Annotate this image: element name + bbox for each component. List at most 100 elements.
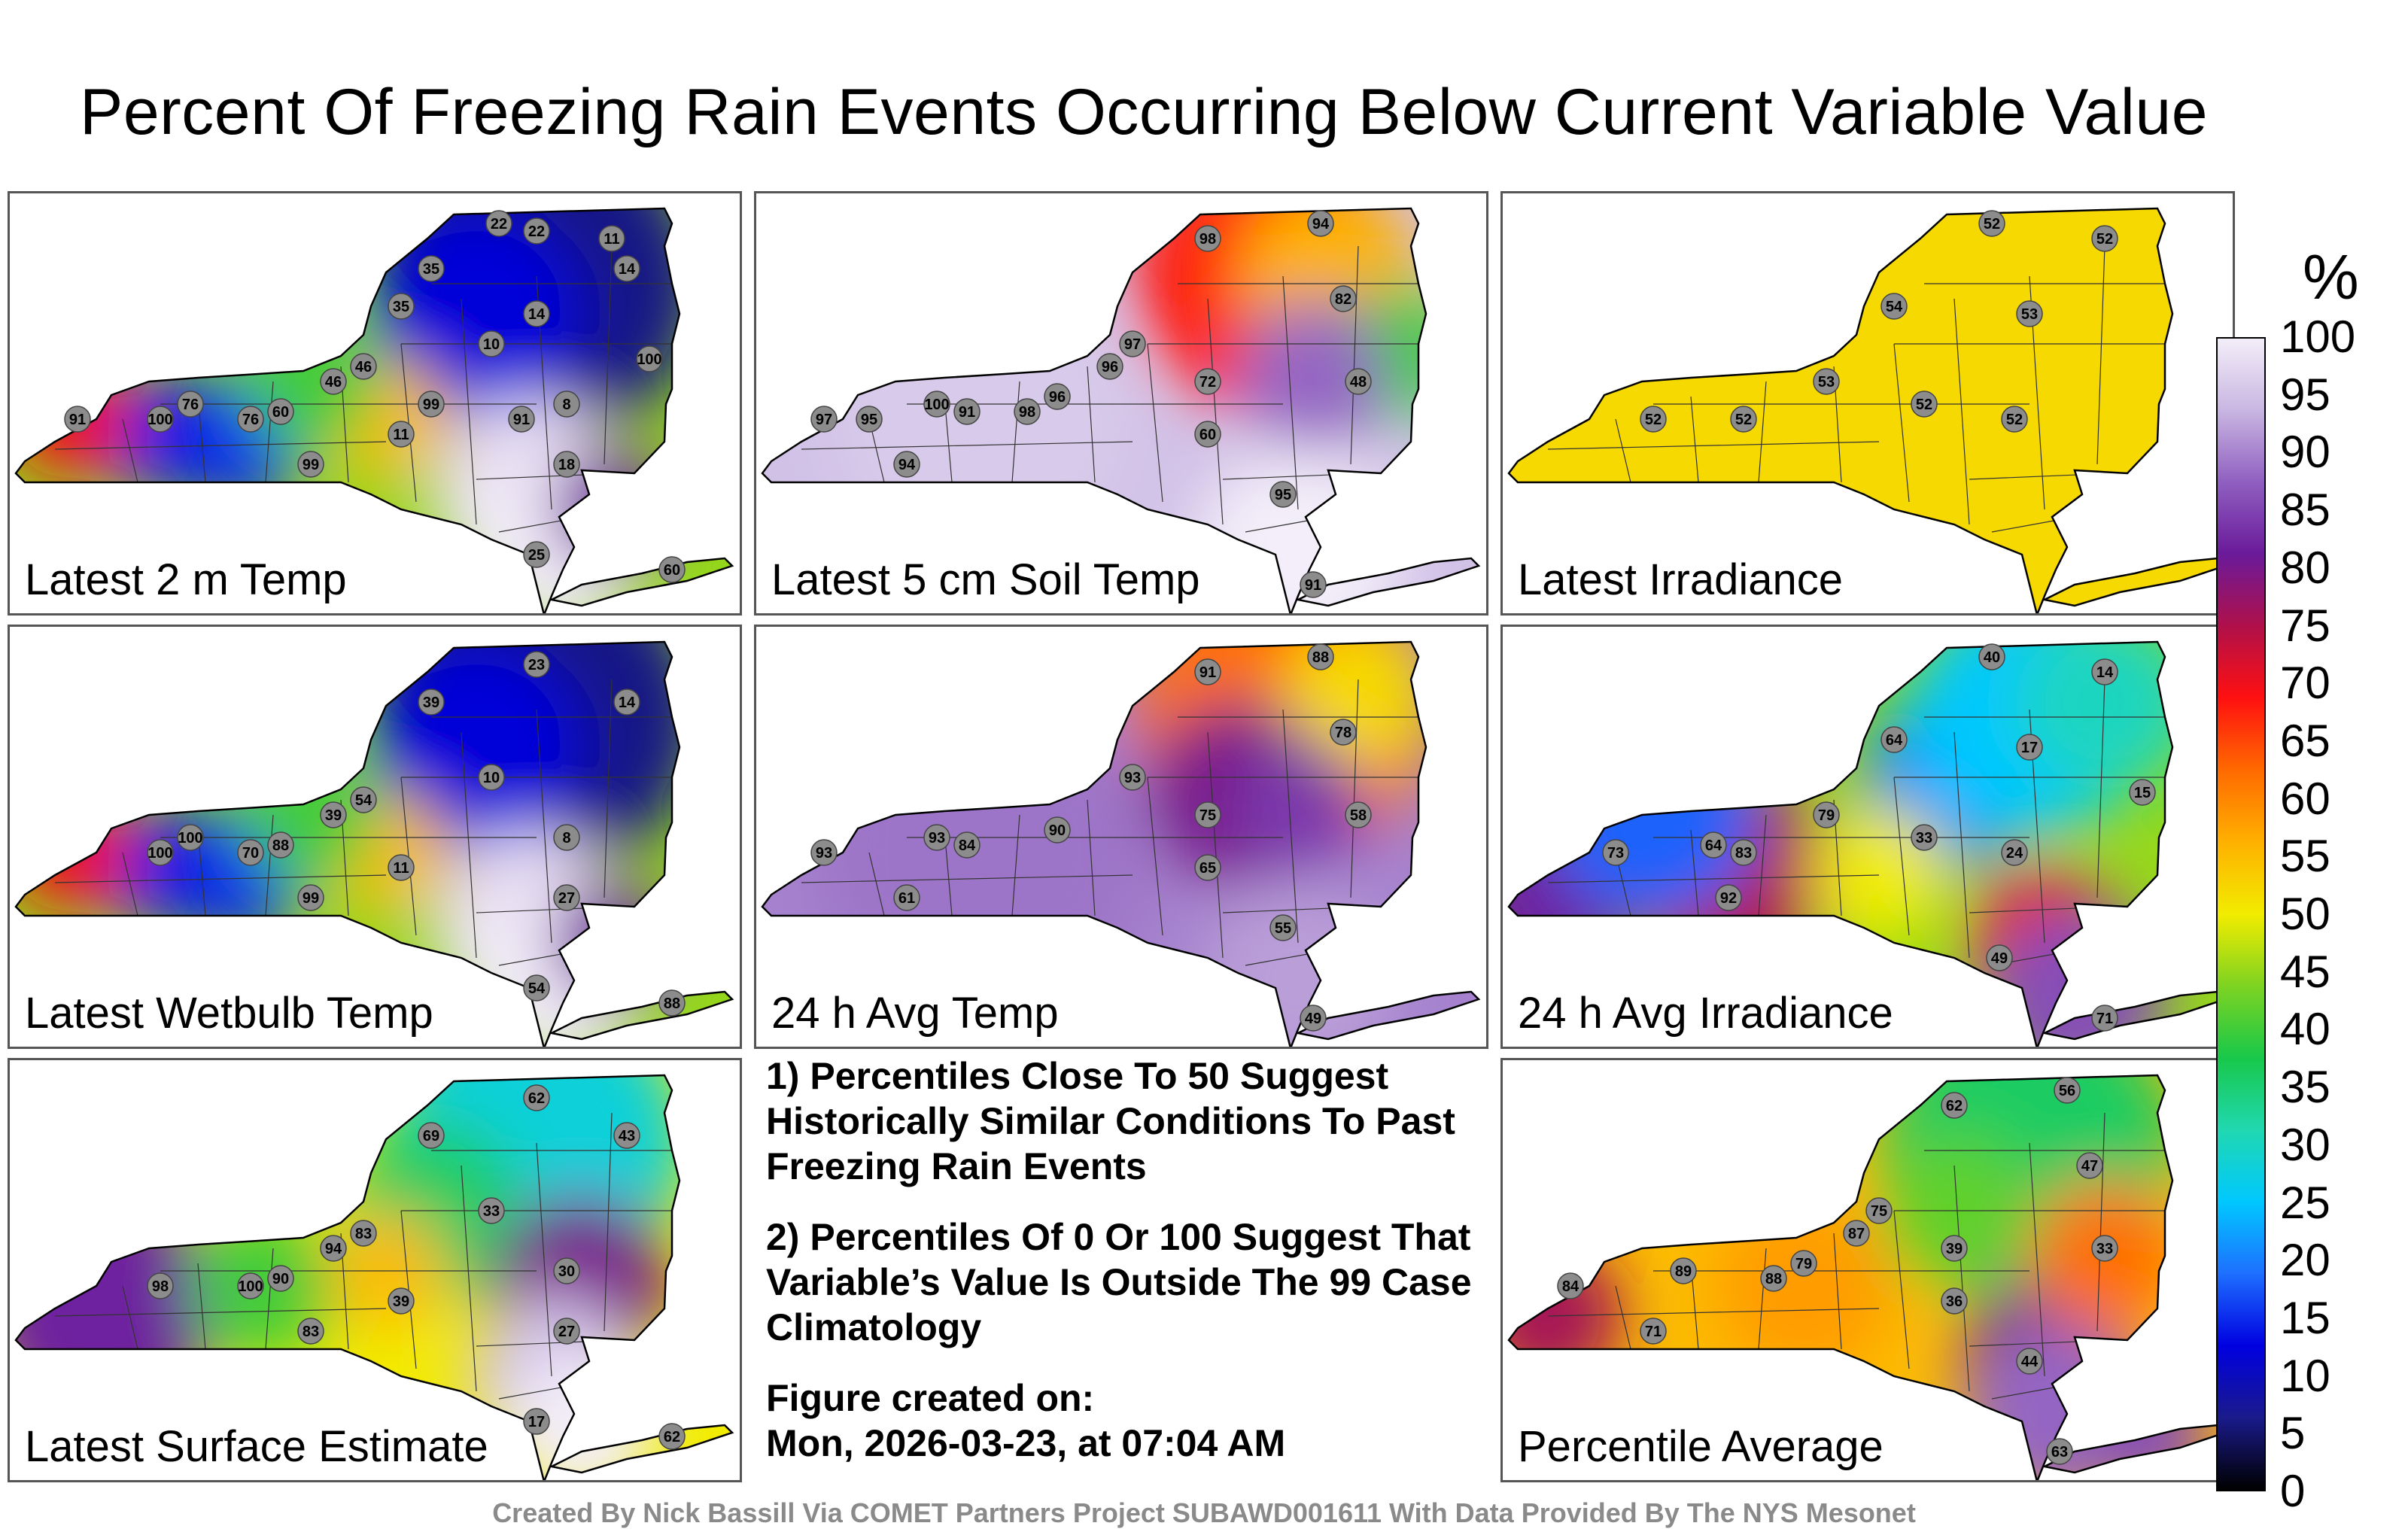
county-line: [1147, 343, 1163, 503]
svg-text:35: 35: [393, 299, 409, 315]
station-marker: 62: [658, 1423, 686, 1450]
station-marker: 90: [1044, 816, 1071, 843]
svg-text:93: 93: [816, 845, 832, 862]
county-line: [461, 298, 477, 525]
station-marker: 64: [1880, 726, 1908, 753]
station-marker: 98: [1194, 225, 1221, 252]
station-marker: 100: [923, 391, 950, 418]
svg-text:24: 24: [2006, 845, 2023, 862]
station-marker: 62: [523, 1084, 550, 1111]
svg-text:76: 76: [242, 412, 259, 428]
svg-text:83: 83: [355, 1226, 372, 1242]
panel-latest-wetbulb-temp: 100 88 54 39 23 14 10 11 8 27 54 88 99 100 70 39 Latest …: [8, 625, 742, 1049]
svg-text:95: 95: [861, 412, 877, 428]
station-marker: 35: [418, 255, 445, 282]
county-line: [1893, 1210, 1910, 1369]
svg-text:18: 18: [558, 457, 575, 473]
station-marker: 87: [1843, 1220, 1870, 1247]
svg-text:75: 75: [1199, 807, 1216, 824]
colorbar-tick: 85: [2280, 485, 2330, 536]
figure-title: Percent Of Freezing Rain Events Occurrin…: [79, 76, 2209, 148]
station-marker: 78: [1330, 719, 1357, 746]
state-outline: [14, 207, 681, 613]
svg-text:84: 84: [959, 837, 976, 854]
station-marker: 91: [1300, 571, 1327, 598]
station-marker: 88: [267, 831, 294, 859]
station-marker: 63: [2046, 1438, 2073, 1465]
svg-text:93: 93: [929, 830, 945, 847]
station-marker: 99: [418, 391, 445, 418]
station-marker: 33: [2091, 1235, 2118, 1262]
station-marker: 39: [388, 1287, 415, 1315]
svg-text:98: 98: [152, 1278, 169, 1295]
county-line: [1893, 343, 1910, 503]
svg-text:46: 46: [325, 374, 342, 391]
station-marker: 100: [237, 1272, 264, 1299]
svg-text:39: 39: [1946, 1241, 1963, 1257]
svg-text:49: 49: [1305, 1011, 1321, 1027]
station-marker: 15: [2129, 779, 2156, 806]
county-line: [1282, 275, 1299, 510]
station-marker: 94: [1307, 210, 1334, 237]
svg-text:98: 98: [1199, 231, 1216, 248]
note-1: 1) Percentiles Close To 50 Suggest Histo…: [766, 1055, 1455, 1187]
county-line: [2029, 1142, 2045, 1377]
station-marker: 88: [1760, 1265, 1787, 1292]
colorbar-tick: 15: [2280, 1292, 2330, 1343]
svg-text:88: 88: [1765, 1271, 1782, 1287]
county-line: [2096, 245, 2105, 465]
station-marker: 23: [523, 651, 550, 678]
station-marker: 49: [1986, 944, 2013, 971]
svg-text:60: 60: [1199, 427, 1216, 443]
panel-label: 24 h Avg Temp: [767, 989, 1063, 1038]
county-line: [1690, 396, 1699, 483]
station-marker: 100: [147, 839, 174, 866]
created-label: Figure created on:: [766, 1377, 1095, 1419]
station-marker: 43: [613, 1122, 640, 1149]
colorbar-tick: 70: [2280, 658, 2330, 709]
county-line: [1758, 381, 1767, 483]
station-marker: 93: [923, 824, 950, 851]
station-marker: 49: [1300, 1005, 1327, 1032]
svg-text:98: 98: [1019, 404, 1035, 421]
station-marker: 22: [485, 210, 512, 237]
county-line: [1953, 731, 1970, 959]
svg-text:52: 52: [1735, 412, 1752, 428]
svg-text:17: 17: [2021, 740, 2038, 756]
state-outline: [761, 640, 1427, 1047]
station-marker: 60: [658, 556, 686, 583]
svg-text:91: 91: [513, 412, 530, 428]
svg-text:43: 43: [619, 1128, 635, 1144]
station-marker: 100: [177, 824, 204, 851]
svg-text:89: 89: [1675, 1263, 1692, 1280]
station-marker: 93: [810, 839, 838, 866]
svg-text:61: 61: [898, 890, 915, 907]
county-line: [54, 1308, 387, 1317]
station-marker: 95: [1269, 481, 1297, 508]
county-line: [1893, 777, 1910, 936]
svg-text:62: 62: [528, 1090, 545, 1107]
station-marker: 30: [553, 1257, 580, 1284]
svg-text:96: 96: [1049, 389, 1066, 406]
svg-text:70: 70: [242, 845, 259, 862]
colorbar-tick: 50: [2280, 889, 2330, 939]
station-marker: 52: [1911, 391, 1938, 418]
station-marker: 52: [1730, 406, 1757, 433]
station-marker: 69: [418, 1122, 445, 1149]
svg-text:52: 52: [2006, 412, 2023, 428]
footer-credit: Created By Nick Bassill Via COMET Partne…: [492, 1497, 1916, 1528]
station-marker: 14: [613, 688, 640, 716]
svg-text:46: 46: [355, 359, 372, 375]
svg-text:62: 62: [1946, 1098, 1963, 1114]
county-line: [1690, 829, 1699, 916]
station-marker: 52: [1978, 210, 2005, 237]
station-marker: 54: [523, 974, 550, 1002]
county-line: [461, 1165, 477, 1392]
station-marker: 88: [1307, 643, 1334, 670]
county-line: [1615, 418, 1631, 483]
colorbar-tick: 25: [2280, 1177, 2330, 1228]
station-marker: 52: [1640, 406, 1667, 433]
station-marker: 91: [1194, 658, 1221, 685]
county-line: [604, 245, 613, 465]
svg-text:88: 88: [1312, 649, 1329, 666]
